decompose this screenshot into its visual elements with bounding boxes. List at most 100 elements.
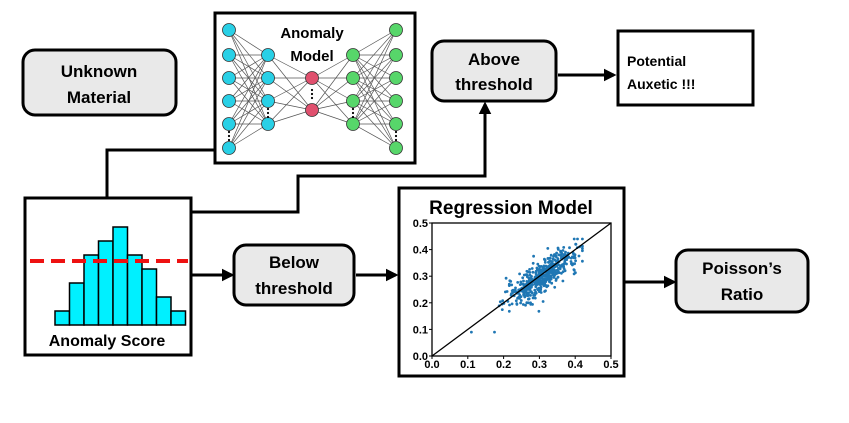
output-ellipsis-dot xyxy=(394,130,398,134)
scatter-point xyxy=(549,253,553,257)
scatter-point xyxy=(554,255,558,258)
scatter-point xyxy=(557,253,561,257)
histogram-bar-1 xyxy=(54,310,71,326)
nn-edge xyxy=(311,54,354,79)
scatter-point xyxy=(574,242,578,246)
x-tick-label-0.1: 0.1 xyxy=(460,359,475,371)
scatter-point xyxy=(508,303,511,307)
scatter-point xyxy=(498,300,502,304)
potential-auxetic-node: Potential Auxetic !!! xyxy=(616,29,755,107)
potential-auxetic-label-2: Auxetic !!! xyxy=(627,76,695,92)
scatter-point xyxy=(529,290,533,293)
scatter-point xyxy=(556,275,560,279)
output-node-6 xyxy=(389,141,403,155)
scatter-point xyxy=(537,286,541,290)
histogram-bar-8 xyxy=(155,296,172,326)
encoder-ellipsis-dot xyxy=(266,115,270,119)
scatter-point xyxy=(562,253,566,256)
scatter-point xyxy=(557,271,561,274)
scatter-point xyxy=(527,279,531,282)
input-ellipsis-dot xyxy=(227,130,231,134)
scatter-point xyxy=(516,281,520,284)
scatter-point xyxy=(540,282,544,285)
output-node-1 xyxy=(389,23,403,37)
connector-score-to-anomaly-model xyxy=(105,148,215,198)
nn-edge xyxy=(352,54,397,79)
output-node-4 xyxy=(389,94,403,108)
scatter-point xyxy=(568,246,571,250)
scatter-point xyxy=(550,262,553,266)
scatter-point xyxy=(507,309,511,313)
plot-frame xyxy=(431,222,612,357)
scatter-point xyxy=(531,261,535,265)
scatter-point xyxy=(544,277,547,281)
nn-edge xyxy=(352,77,397,125)
scatter-point xyxy=(547,260,550,264)
scatter-point xyxy=(531,296,535,300)
histogram-bars xyxy=(54,226,187,326)
anomaly-score-node: Anomaly Score xyxy=(23,196,193,357)
scatter-point xyxy=(521,276,525,280)
scatter-point xyxy=(515,302,519,306)
scatter-point xyxy=(556,257,560,260)
output-node-3 xyxy=(389,71,403,85)
scatter-point xyxy=(528,273,532,277)
scatter-point xyxy=(528,286,531,289)
scatter-point xyxy=(552,255,555,258)
nn-edge xyxy=(267,77,313,102)
scatter-point xyxy=(508,279,512,283)
scatter-point xyxy=(521,290,524,293)
scatter-point xyxy=(510,302,514,306)
scatter-point xyxy=(533,296,537,300)
input-node-3 xyxy=(222,71,236,85)
decoder-node-4 xyxy=(346,117,360,131)
scatter-point xyxy=(536,268,539,272)
scatter-point xyxy=(519,301,522,305)
encoder-node-2 xyxy=(261,71,275,85)
scatter-point xyxy=(557,267,560,270)
scatter-point xyxy=(548,280,551,284)
scatter-point xyxy=(561,264,565,268)
scatter-point xyxy=(569,260,573,263)
scatter-point xyxy=(555,251,558,255)
scatter-point xyxy=(564,250,567,254)
histogram-bar-6 xyxy=(126,254,143,326)
scatter-point xyxy=(541,300,545,303)
nn-edge xyxy=(352,29,397,79)
scatter-point xyxy=(550,281,554,285)
scatter-point xyxy=(554,272,558,276)
nn-edge xyxy=(267,100,313,111)
scatter-point xyxy=(537,264,541,268)
scatter-point xyxy=(551,273,555,277)
histogram-bar-2 xyxy=(68,282,85,326)
input-node-6 xyxy=(222,141,236,155)
scatter-point xyxy=(493,330,496,334)
scatter-point xyxy=(549,276,553,280)
below-threshold-node: Below threshold xyxy=(232,243,356,307)
nn-edge xyxy=(228,77,269,149)
nn-edge xyxy=(228,54,269,102)
nn-edge xyxy=(352,29,397,102)
nn-edge xyxy=(352,29,397,125)
decoder-node-1 xyxy=(346,48,360,62)
encoder-node-4 xyxy=(261,117,275,131)
anomaly-model-label-1: Anomaly xyxy=(280,25,344,42)
y-tick-label-0.5: 0.5 xyxy=(413,218,428,230)
scatter-point xyxy=(570,262,573,266)
scatter-point xyxy=(518,272,521,276)
encoder-ellipsis-dot xyxy=(266,107,270,111)
x-tick-label-0.4: 0.4 xyxy=(568,359,584,371)
input-node-1 xyxy=(222,23,236,37)
scatter-point xyxy=(507,282,511,286)
y-tick-label-0.1: 0.1 xyxy=(413,324,428,336)
nn-edge xyxy=(311,54,354,111)
scatter-point xyxy=(534,282,537,286)
nn-edge xyxy=(228,100,269,149)
poissons-ratio-node: Poisson’s Ratio xyxy=(674,248,810,314)
scatter-point xyxy=(517,295,521,299)
scatter-point xyxy=(559,249,562,253)
scatter-point xyxy=(569,256,573,260)
poissons-ratio-label-2: Ratio xyxy=(721,285,764,304)
nn-edge xyxy=(311,77,354,125)
output-node-2 xyxy=(389,48,403,62)
